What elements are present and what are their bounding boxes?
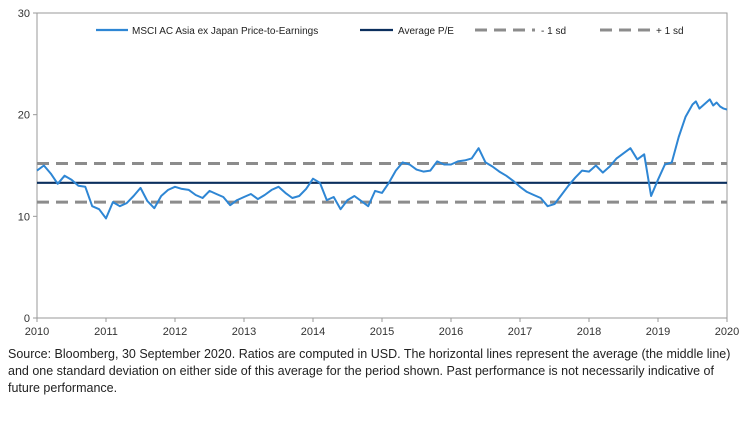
x-tick-label: 2020: [715, 326, 739, 338]
x-tick-label: 2013: [232, 326, 256, 338]
x-tick-label: 2017: [508, 326, 532, 338]
x-tick-label: 2018: [577, 326, 601, 338]
y-tick-label: 10: [18, 211, 30, 223]
x-tick-label: 2019: [646, 326, 670, 338]
legend-pe-ratio: MSCI AC Asia ex Japan Price-to-Earnings: [96, 26, 318, 37]
pe-ratio-chart: 0 10 20 30 2010 2011 2012 2013 2014 2015 2016 2017 2…: [18, 8, 739, 338]
x-tick-label: 2010: [25, 326, 49, 338]
x-tick-label: 2011: [94, 326, 118, 338]
legend-minus-1sd: - 1 sd: [475, 26, 566, 37]
chart-legend: MSCI AC Asia ex Japan Price-to-Earnings A…: [96, 26, 684, 37]
plot-area: 0 10 20 30 2010 2011 2012 2013 2014 2015 2016 2017 2…: [18, 8, 739, 338]
y-tick-label: 30: [18, 8, 30, 20]
legend-label: + 1 sd: [656, 26, 684, 37]
x-tick-label: 2014: [301, 326, 325, 338]
legend-label: - 1 sd: [541, 26, 566, 37]
legend-label: MSCI AC Asia ex Japan Price-to-Earnings: [132, 26, 318, 37]
x-tick-label: 2016: [439, 326, 463, 338]
x-tick-label: 2015: [370, 326, 394, 338]
legend-label: Average P/E: [398, 26, 454, 37]
source-footnote: Source: Bloomberg, 30 September 2020. Ra…: [8, 347, 731, 395]
plot-frame: [36, 12, 728, 319]
y-tick-label: 20: [18, 110, 30, 122]
y-tick-label: 0: [24, 313, 30, 325]
pe-ratio-line: [36, 98, 728, 220]
legend-average-pe: Average P/E: [360, 26, 454, 37]
legend-plus-1sd: + 1 sd: [600, 26, 684, 37]
x-tick-label: 2012: [163, 326, 187, 338]
